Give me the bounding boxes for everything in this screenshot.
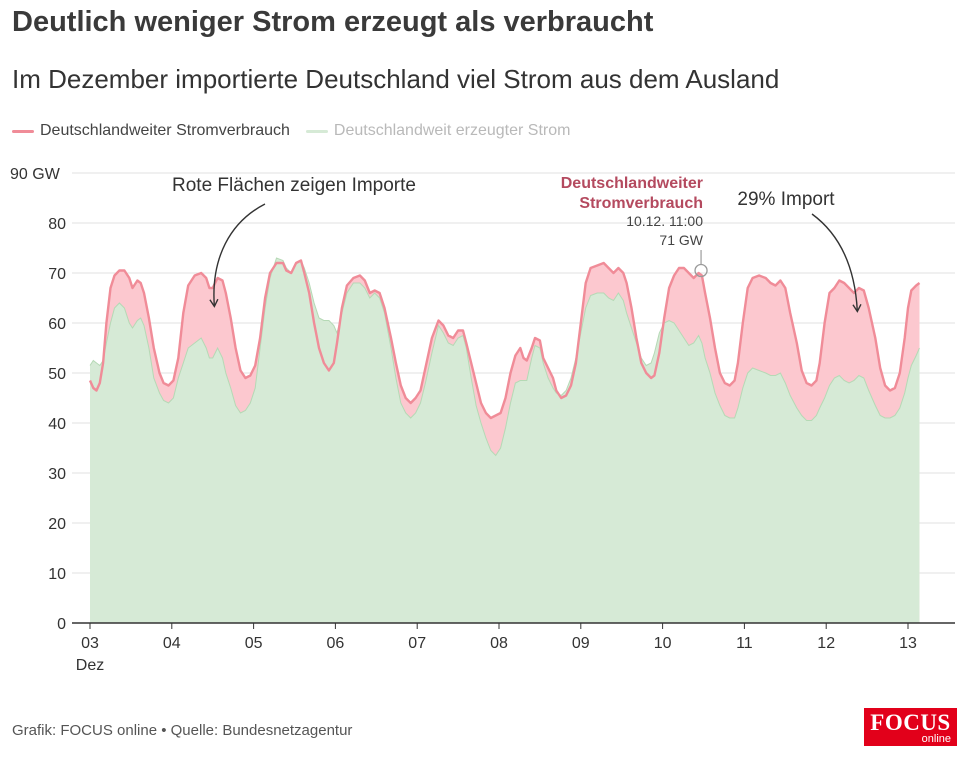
y-tick-label: 30: [48, 466, 66, 483]
annotation-import-share-arrow: [811, 213, 862, 313]
chart-area: 0 10 20 30 40 50 60 70 80 90 GW 03 Dez 04 05 06 07 08 09…: [10, 166, 955, 674]
y-tick-label: 80: [48, 216, 66, 233]
x-tick-label: 09: [572, 635, 590, 652]
x-tick-label: 10: [654, 635, 672, 652]
y-tick-label: 60: [48, 316, 66, 333]
annotations: Rote Flächen zeigen Importe 29% Import Deu…: [172, 175, 862, 313]
x-tick-label: 03: [81, 635, 99, 652]
annotation-import-share: 29% Import: [737, 189, 835, 210]
plot-areas: [88, 257, 921, 623]
chart-subtitle: Im Dezember importierte Deutschland viel…: [12, 64, 780, 94]
tooltip-marker: [694, 263, 708, 278]
y-tick-label: 50: [48, 366, 66, 383]
annotation-imports: Rote Flächen zeigen Importe: [172, 175, 416, 196]
y-tick-label: 40: [48, 416, 66, 433]
generation-area: [90, 258, 920, 623]
tooltip-title-line1: Deutschlandweiter: [561, 175, 703, 192]
logo-wordmark: FOCUS: [870, 710, 951, 735]
x-tick-label: 13: [899, 635, 917, 652]
x-tick-label: 06: [327, 635, 345, 652]
tooltip-date: 10.12. 11:00: [626, 213, 703, 229]
y-tick-label: 0: [57, 616, 66, 633]
chart-title: Deutlich weniger Strom erzeugt als verbr…: [12, 6, 654, 38]
x-tick-label: 11: [736, 635, 753, 652]
y-tick-label: 70: [48, 266, 66, 283]
y-tick-label: 90 GW: [10, 166, 61, 183]
logo-subtext: online: [921, 733, 951, 745]
source-note: Grafik: FOCUS online • Quelle: Bundesnet…: [12, 722, 353, 739]
annotation-imports-arrow: [209, 203, 266, 308]
y-tick-label: 10: [48, 566, 66, 583]
legend-label-consumption: Deutschlandweiter Stromverbrauch: [40, 122, 290, 139]
legend-label-generation: Deutschlandweit erzeugter Strom: [333, 122, 571, 139]
x-tick-label: 08: [490, 635, 508, 652]
y-axis: 0 10 20 30 40 50 60 70 80 90 GW: [10, 166, 66, 633]
legend: Deutschlandweiter Stromverbrauch Deutsch…: [12, 121, 586, 141]
y-tick-label: 20: [48, 516, 66, 533]
focus-logo[interactable]: FOCUS online: [864, 708, 957, 746]
x-tick-label: 12: [817, 635, 835, 652]
consumption-line: [88, 259, 921, 420]
legend-swatch-generation: [305, 129, 328, 133]
tooltip-title-line2: Stromverbrauch: [579, 195, 703, 212]
x-tick-label: 04: [163, 635, 181, 652]
x-axis: 03 Dez 04 05 06 07 08 09 10 11 12 13: [72, 622, 955, 674]
legend-swatch-consumption: [12, 129, 34, 133]
x-tick-label: 07: [408, 635, 426, 652]
generation-line: [89, 257, 920, 457]
x-tick-sublabel: Dez: [76, 657, 104, 674]
legend-item-consumption[interactable]: Deutschlandweiter Stromverbrauch: [12, 122, 290, 140]
tooltip-value: 71 GW: [659, 232, 703, 248]
legend-item-generation[interactable]: Deutschlandweit erzeugter Strom: [305, 122, 571, 140]
x-tick-label: 05: [245, 635, 263, 652]
